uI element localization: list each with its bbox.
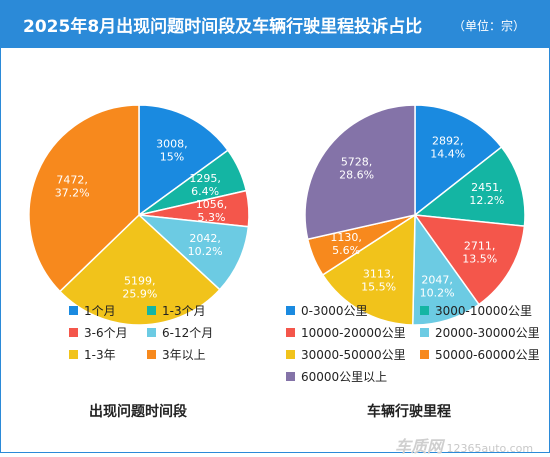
pie1-legend-label-3: 3-6个月: [84, 326, 128, 340]
pie2-data-label-3: 2711, 13.5%: [462, 240, 497, 266]
pie1-data-label-2: 1295, 6.4%: [189, 172, 221, 198]
pie1-legend-swatch-5: [69, 350, 78, 359]
pie2-legend-swatch-5: [286, 350, 295, 359]
pie1-slice-5: [58, 213, 221, 326]
pie1-legend-label-1: 1个月: [84, 304, 116, 318]
pie2-slice-5: [321, 213, 416, 326]
pie2-legend-label-7: 60000公里以上: [301, 370, 387, 384]
watermark-site: 12365auto.com: [446, 442, 534, 455]
pie1-legend-label-2: 1-3个月: [162, 304, 206, 318]
pie2-data-label-4: 2047, 10.2%: [420, 273, 455, 299]
watermark: 车质网 12365auto.com: [395, 433, 533, 457]
pie2-legend-swatch-1: [286, 306, 295, 315]
pie1-legend-swatch-3: [69, 328, 78, 337]
pie2-legend-swatch-2: [420, 306, 429, 315]
pie2-legend-label-3: 10000-20000公里: [301, 326, 406, 340]
pie1-data-label-1: 3008, 15%: [156, 137, 188, 163]
left-chart-title: 出现问题时间段: [89, 404, 187, 420]
pie2-legend-label-4: 20000-30000公里: [435, 326, 540, 340]
pie2-slice-4: [411, 212, 480, 326]
pie-charts: 3008, 15%1295, 6.4%1056, 5.3% 2042, 10.2% 5199…: [28, 104, 540, 384]
pie2-data-label-6: 1130, 5.6%: [330, 231, 362, 257]
pie2-data-label-7: 5728, 28.6%: [339, 155, 374, 181]
pie2-legend-label-1: 0-3000公里: [301, 304, 368, 318]
pie1-legend-label-4: 6-12个月: [162, 326, 213, 340]
pie1-data-label-3: 1056, 5.3%: [196, 198, 228, 224]
right-chart-title: 车辆行驶里程: [367, 404, 451, 420]
pie2-legend-label-2: 3000-10000公里: [435, 304, 532, 318]
pie1-slice-1: [138, 104, 229, 217]
pie1-data-label-4: 2042, 10.2%: [188, 232, 223, 258]
title-bar: 2025年8月出现问题时间段及车辆行驶里程投诉占比 （单位：宗）: [1, 1, 549, 48]
pie1-legend-swatch-4: [147, 328, 156, 337]
pie2-slice-2: [413, 146, 526, 227]
pie1-data-label-6: 7472, 37.2%: [55, 174, 90, 200]
pie2-data-label-1: 2892, 14.4%: [430, 135, 465, 161]
unit-note: （单位：宗）: [453, 19, 526, 33]
pie1-legend-swatch-1: [69, 306, 78, 315]
pie2-legend-swatch-3: [286, 328, 295, 337]
pie2-legend-swatch-6: [420, 350, 429, 359]
pie1-slice-4: [136, 214, 250, 291]
pie1-legend-swatch-2: [147, 306, 156, 315]
chart-title: 2025年8月出现问题时间段及车辆行驶里程投诉占比: [23, 17, 423, 37]
pie2-slice-3: [413, 214, 526, 306]
pie1-legend-swatch-6: [147, 350, 156, 359]
pie1-data-label-5: 5199, 25.9%: [122, 275, 157, 301]
pie2-slice-1: [414, 104, 503, 217]
pie2-legend-swatch-4: [420, 328, 429, 337]
pie2-data-label-2: 2451, 12.2%: [469, 181, 504, 207]
pie1-legend-label-6: 3年以上: [162, 348, 206, 362]
pie2-legend-label-5: 30000-50000公里: [301, 348, 406, 362]
pie2-legend-swatch-7: [286, 372, 295, 381]
pie2-data-label-5: 3113, 15.5%: [361, 267, 396, 293]
pie1-slice-6: [28, 104, 140, 293]
watermark-logo: 车质网: [395, 437, 444, 456]
pie2-legend-label-6: 50000-60000公里: [435, 348, 540, 362]
pie1-legend-label-5: 1-3年: [84, 348, 116, 362]
pie2-slice-7: [304, 104, 416, 241]
